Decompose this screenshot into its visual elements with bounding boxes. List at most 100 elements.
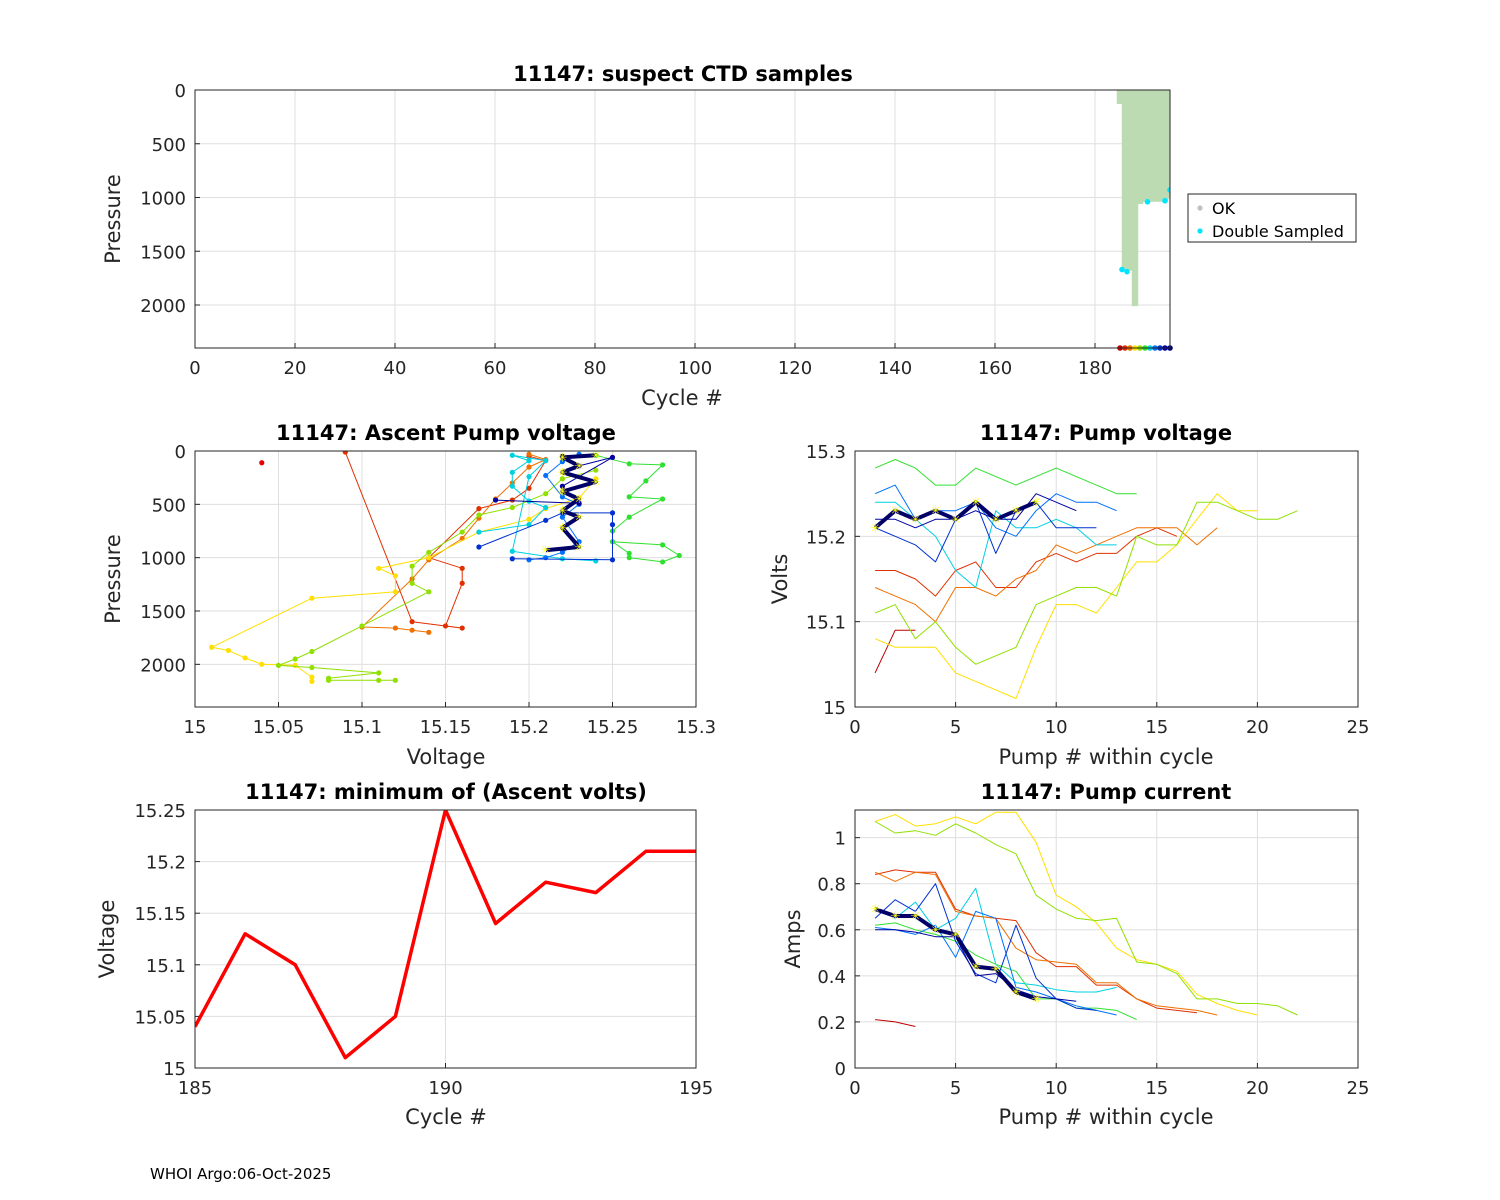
pumpi-line-cycle-192 — [875, 910, 1117, 1016]
ctd-ok-marker — [1157, 90, 1163, 93]
ascent-point-marker — [526, 516, 532, 522]
ascent-point-marker — [459, 529, 465, 535]
pumpv-x-tick-label: 10 — [1045, 717, 1068, 738]
pumpv-grid — [854, 450, 1359, 708]
ascent-point-marker — [526, 451, 532, 457]
ctd-ok-marker — [1147, 90, 1153, 93]
ascent-point-marker: ✳ — [574, 492, 584, 506]
ascent-line-cycle-189 — [278, 469, 596, 681]
ascent-point-marker — [225, 647, 231, 654]
ctd-ok-marker — [1152, 90, 1158, 93]
ascent-point-marker — [643, 478, 649, 484]
pumpi-point-marker: ✳ — [910, 909, 920, 923]
ascent-point-marker — [660, 496, 666, 502]
ascent-x-tick-label: 15.1 — [342, 717, 382, 738]
ctd-ok-marker — [1162, 90, 1168, 93]
ascent-point-marker — [459, 565, 465, 571]
ascent-point-marker — [509, 452, 515, 458]
ctd-y-axis-label: Pressure — [101, 174, 125, 264]
ascent-point-marker: ✳ — [574, 459, 584, 473]
pump-current-chart: 11147: Pump current Pump # within cycle … — [781, 780, 1369, 1129]
minv-x-tick-label: 185 — [178, 1078, 212, 1099]
ascent-point-marker — [593, 467, 599, 473]
ascent-point-marker — [242, 655, 248, 661]
pumpv-series: ✳ ✳ ✳ ✳ ✳ ✳ ✳ ✳ ✳ — [870, 459, 1298, 699]
pumpi-y-tick-label: 1 — [835, 829, 846, 850]
ctd-x-tick-label: 20 — [284, 358, 307, 379]
ctd-x-tick-label: 80 — [584, 358, 607, 379]
ascent-point-marker — [509, 483, 515, 489]
ascent-point-marker — [392, 573, 398, 579]
pumpv-y-tick-label: 15.3 — [806, 442, 846, 463]
ascent-point-marker — [543, 458, 549, 464]
ctd-double-sampled-point — [1162, 197, 1168, 204]
ascent-point-marker — [392, 589, 398, 595]
ascent-point-marker — [309, 595, 315, 601]
ctd-plot-area — [195, 90, 1170, 348]
pumpi-line-cycle-188 — [874, 811, 1258, 1016]
ctd-samples-chart: 11147: suspect CTD samples Cycle # Press… — [101, 62, 1173, 410]
ascent-point-marker — [543, 517, 549, 523]
pump-current-title: 11147: Pump current — [981, 780, 1232, 804]
ctd-y-tick-label: 500 — [152, 135, 186, 156]
pumpi-series: ✳ ✳ ✳ ✳ ✳ ✳ ✳ ✳ ✳ — [870, 811, 1298, 1027]
ascent-point-marker — [559, 483, 566, 489]
ascent-point-marker — [376, 670, 382, 676]
pumpv-point-marker: ✳ — [930, 504, 940, 518]
pumpi-axes-box — [854, 809, 1359, 1069]
pumpi-point-marker: ✳ — [890, 909, 900, 923]
ascent-pump-voltage-chart: 11147: Ascent Pump voltage Voltage Press… — [101, 421, 716, 769]
ascent-point-marker — [526, 474, 532, 480]
ascent-point-marker — [209, 644, 215, 650]
ascent-point-marker — [309, 648, 315, 655]
ascent-point-marker — [309, 674, 315, 680]
ctd-double-sampled-point — [1144, 199, 1151, 205]
pump-voltage-y-axis-label: Volts — [768, 554, 792, 605]
minv-x-tick-label: 190 — [428, 1078, 462, 1099]
pumpi-grid — [854, 810, 1359, 1069]
ascent-grid — [194, 450, 697, 707]
ascent-point-marker — [526, 464, 532, 470]
ascent-chart-title: 11147: Ascent Pump voltage — [276, 421, 616, 445]
pumpi-plot-area — [855, 810, 1358, 1068]
minv-y-tick-label: 15.25 — [134, 801, 186, 822]
pumpv-plot-area — [855, 451, 1358, 707]
ctd-grid — [194, 89, 1170, 348]
pumpi-y-tick-label: 0.2 — [817, 1013, 846, 1034]
ascent-point-marker — [626, 550, 632, 557]
ascent-point-marker — [376, 677, 382, 683]
ascent-point-marker: ✳ — [591, 448, 601, 462]
pumpi-line-cycle-193 — [874, 883, 1097, 1011]
ascent-point-marker — [626, 555, 632, 561]
ascent-point-marker — [292, 656, 298, 662]
ascent-y-tick-label: 1000 — [140, 549, 186, 570]
pumpi-line-cycle-186 — [874, 869, 1198, 1014]
ctd-ok-marker — [1127, 90, 1133, 93]
pumpv-x-tick-label: 25 — [1347, 717, 1370, 738]
min-ascent-volts-line — [195, 810, 696, 1060]
ascent-point-marker — [426, 549, 432, 555]
ascent-point-marker — [559, 549, 566, 555]
pump-voltage-chart: 11147: Pump voltage Pump # within cycle … — [768, 421, 1369, 769]
ascent-point-marker: ✳ — [591, 475, 601, 489]
min-volts-title: 11147: minimum of (Ascent volts) — [245, 780, 647, 804]
pumpi-ticks: 0 5 10 15 20 25 0 0.2 0.4 0.6 0.8 1 — [817, 829, 1369, 1099]
ascent-point-marker — [259, 661, 265, 667]
pumpv-point-marker: ✳ — [951, 512, 961, 526]
pumpi-x-tick-label: 0 — [849, 1078, 860, 1099]
ascent-point-marker — [392, 625, 398, 631]
pumpi-point-marker: ✳ — [951, 927, 961, 941]
pumpv-point-marker: ✳ — [910, 512, 920, 526]
pumpi-point-marker: ✳ — [1031, 992, 1041, 1006]
ascent-x-tick-label: 15 — [184, 717, 207, 738]
ascent-point-marker — [509, 504, 515, 511]
pumpv-line-cycle-187 — [874, 527, 1218, 623]
minv-grid — [194, 809, 697, 1069]
ctd-ok-marker — [1167, 90, 1170, 93]
pumpv-line-cycle-190 — [874, 459, 1137, 495]
pumpi-y-tick-label: 0.8 — [817, 875, 846, 896]
pumpv-x-tick-label: 0 — [849, 717, 860, 738]
ascent-point-marker — [476, 506, 482, 512]
ascent-point-marker — [526, 485, 532, 491]
ctd-ok-marker — [1117, 90, 1123, 93]
